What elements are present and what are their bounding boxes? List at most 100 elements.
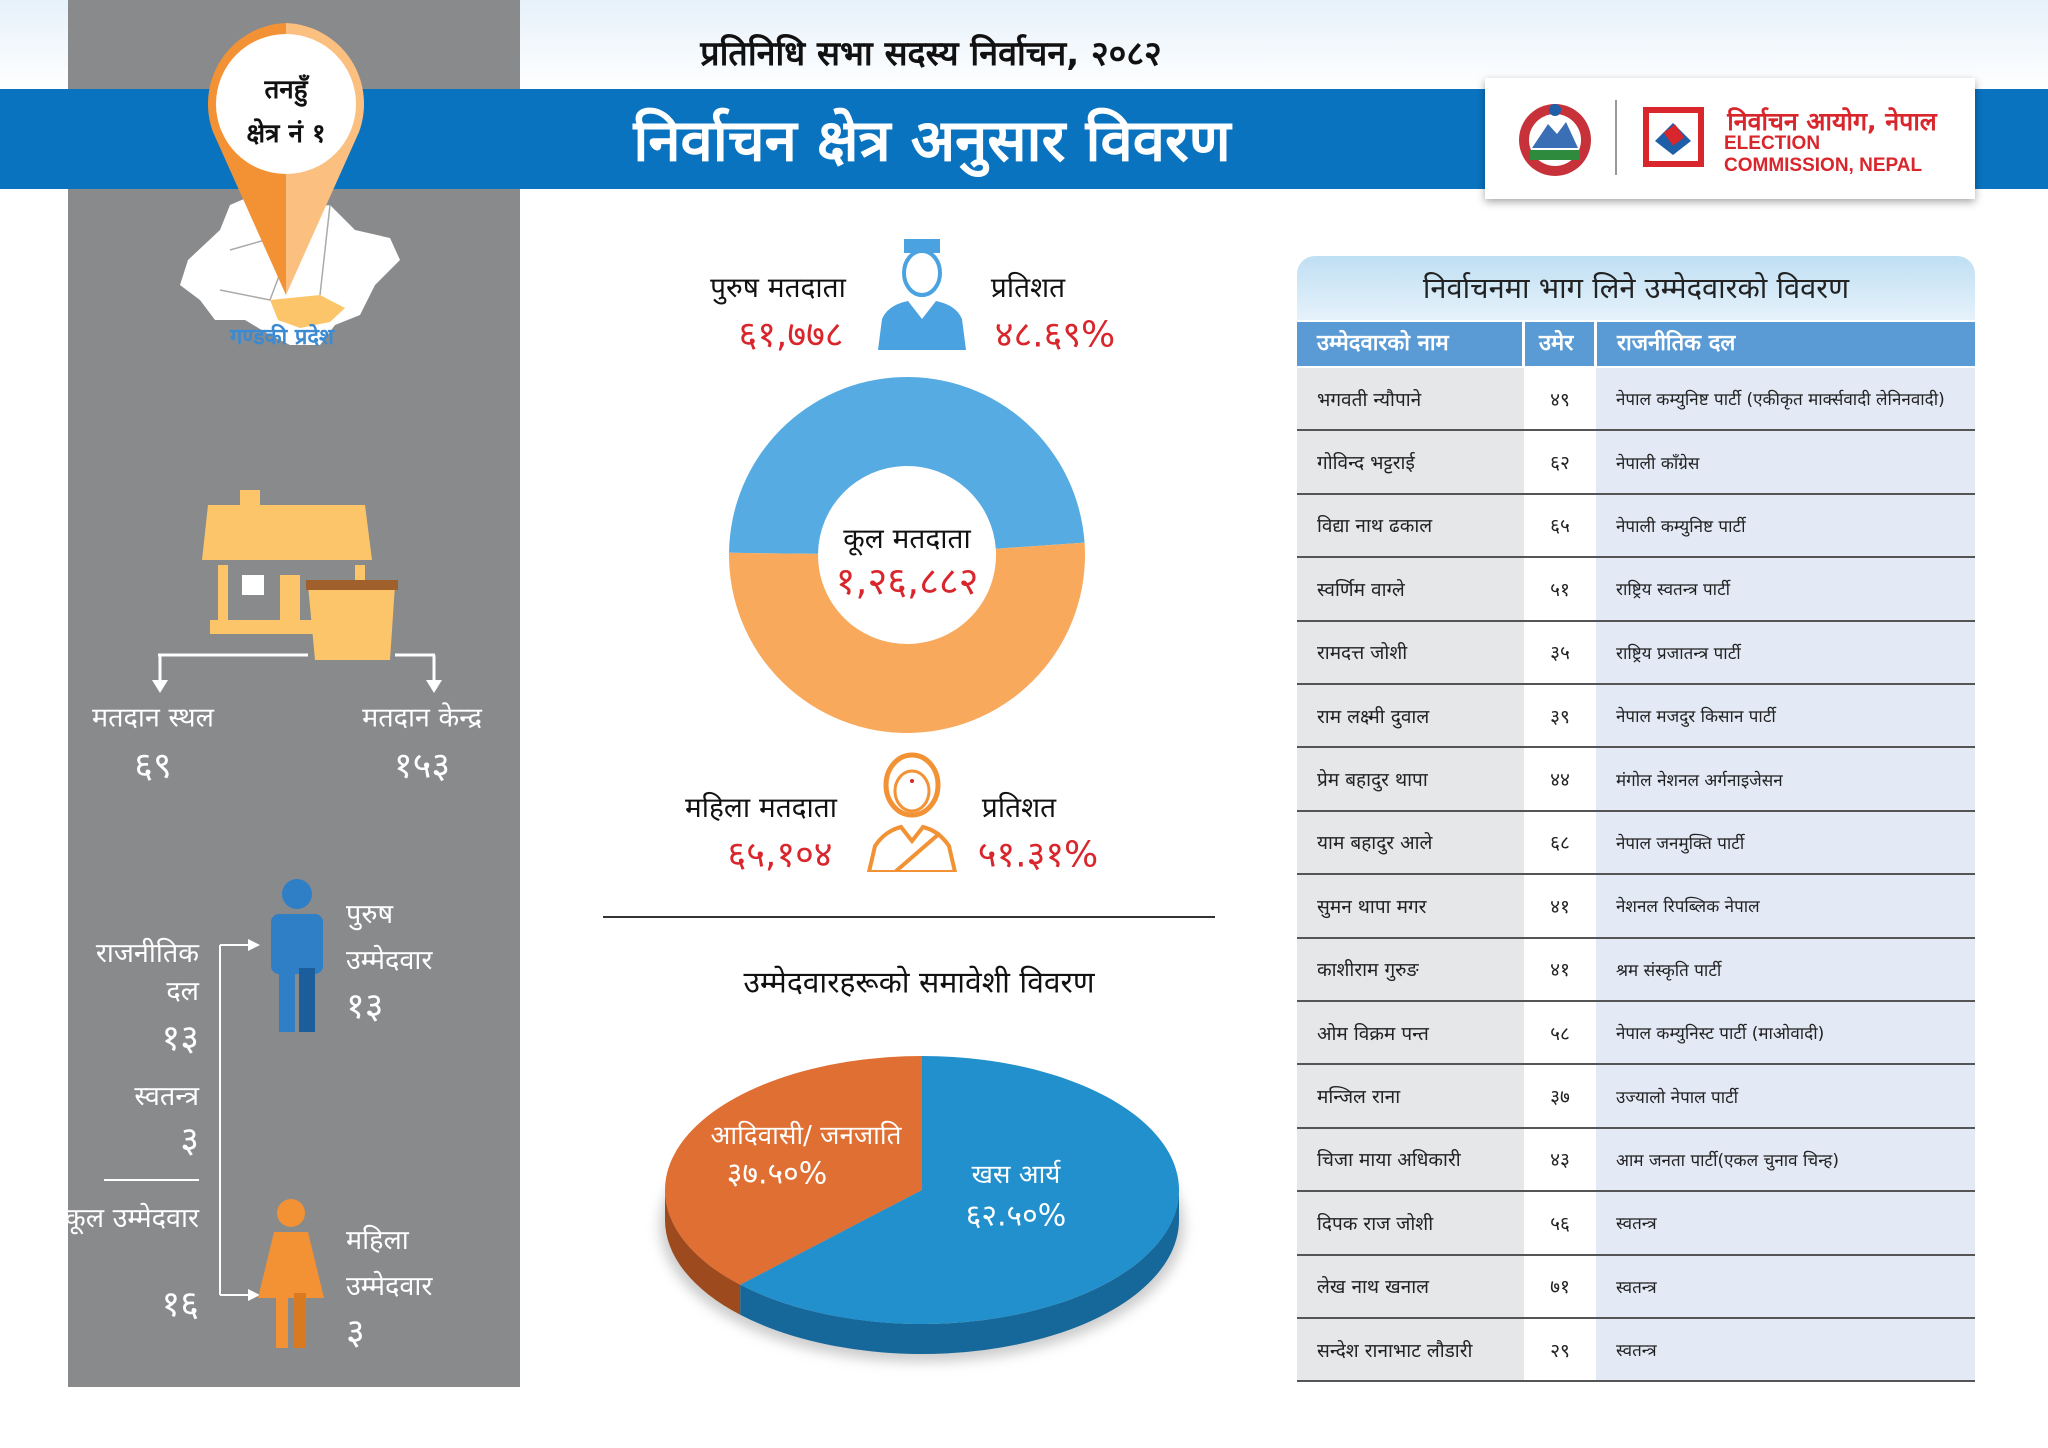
election-subtitle: प्रतिनिधि सभा सदस्य निर्वाचन, २०८२: [700, 34, 1162, 74]
candidate-name: चिजा माया अधिकारी: [1297, 1128, 1524, 1191]
candidate-name: राम लक्ष्मी दुवाल: [1297, 685, 1524, 747]
candidate-name: रामदत्त जोशी: [1297, 621, 1524, 683]
party-candidates-value: १३: [161, 1018, 199, 1059]
table-row: राम लक्ष्मी दुवाल ३९ नेपाल मजदुर किसान पार…: [1297, 685, 1975, 749]
table-row: गोविन्द भट्टराई ६२ नेपाली काँग्रेस: [1297, 431, 1975, 495]
candidate-age: ४१: [1524, 938, 1596, 1000]
candidate-party: नेपाली कम्युनिष्ट पार्टी: [1596, 494, 1975, 557]
male-voters-value: ६१,७७८: [738, 314, 844, 356]
candidate-age: ५६: [1524, 1192, 1596, 1254]
male-percent-label: प्रतिशत: [990, 271, 1066, 304]
candidate-name: प्रेम बहादुर थापा: [1297, 748, 1524, 810]
pie-side-0: [665, 1190, 741, 1315]
independent-label: स्वतन्त्र: [134, 1081, 199, 1112]
table-row: दिपक राज जोशी ५६ स्वतन्त्र: [1297, 1192, 1975, 1256]
candidate-name: सुमन थापा मगर: [1297, 875, 1524, 937]
candidate-age: २९: [1524, 1319, 1596, 1381]
candidate-age: ४४: [1524, 748, 1596, 810]
candidate-name: भगवती न्यौपाने: [1297, 368, 1524, 430]
table-row: रामदत्त जोशी ३५ राष्ट्रिय प्रजातन्त्र पार्…: [1297, 621, 1975, 685]
org-name-nepali: निर्वाचन आयोग, नेपाल: [1727, 107, 1937, 136]
male-voters-label: पुरुष मतदाता: [710, 271, 846, 304]
inclusion-3d-pie-chart: [660, 1056, 1184, 1362]
candidate-party: नेपाल मजदुर किसान पार्टी: [1596, 685, 1975, 747]
independent-value: ३: [180, 1120, 199, 1161]
pie-side-1: [740, 1190, 1179, 1354]
donut-slice-female: [729, 542, 1085, 733]
candidate-party: राष्ट्रिय प्रजातन्त्र पार्टी: [1596, 621, 1975, 683]
female-percent-value: ५१.३१%: [977, 834, 1099, 876]
province-label: गण्डकी प्रदेश: [229, 325, 335, 350]
female-candidates-value: ३: [346, 1312, 365, 1353]
org-name-english: ELECTION COMMISSION, NEPAL: [1724, 133, 1923, 176]
male-label-2: उम्मेदवार: [346, 945, 433, 976]
candidate-name: मन्जिल राना: [1297, 1065, 1524, 1127]
candidate-table-title: निर्वाचनमा भाग लिने उम्मेदवारको विवरण: [1297, 256, 1975, 320]
polling-centers-value: १५३: [393, 745, 451, 787]
table-row: लेख नाथ खनाल ७१ स्वतन्त्र: [1297, 1255, 1975, 1319]
election-commission-logo-icon: [1643, 107, 1704, 167]
candidate-age: ४१: [1524, 875, 1596, 937]
candidate-name: याम बहादुर आले: [1297, 811, 1524, 874]
candidate-age: ६८: [1524, 811, 1596, 874]
candidate-age: ५८: [1524, 1002, 1596, 1064]
total-candidates-value: १६: [161, 1284, 199, 1325]
table-row: मन्जिल राना ३७ उज्यालो नेपाल पार्टी: [1297, 1065, 1975, 1129]
female-candidate-icon: [258, 1199, 324, 1348]
female-percent-label: प्रतिशत: [981, 791, 1057, 824]
constituency-number: क्षेत्र नं १: [246, 119, 326, 149]
pie-slice-1: [740, 1056, 1179, 1324]
candidate-party: स्वतन्त्र: [1596, 1255, 1975, 1317]
candidate-party: स्वतन्त्र: [1596, 1319, 1975, 1381]
party-label: राजनीतिक दल: [95, 938, 199, 1007]
male-candidates-label: पुरुष उम्मेदवार १३: [346, 892, 432, 1030]
total-candidates-label: कूल उम्मेदवार: [64, 1203, 199, 1234]
column-header-party: राजनीतिक दल: [1597, 322, 1975, 366]
pie-label-adivasi: आदिवासी/ जनजाति: [710, 1121, 902, 1151]
inclusion-title: उम्मेदवारहरूको समावेशी विवरण: [743, 965, 1095, 1001]
candidate-party: नेपाल कम्युनिस्ट पार्टी (माओवादी): [1596, 1002, 1975, 1064]
nepal-emblem-icon: [1519, 104, 1591, 176]
district-name: तनहुँ: [264, 75, 308, 105]
candidate-party: स्वतन्त्र: [1596, 1192, 1975, 1254]
female-voters-label: महिला मतदाता: [684, 791, 838, 824]
candidate-age: ३९: [1524, 685, 1596, 747]
page-title: निर्वाचन क्षेत्र अनुसार विवरण: [633, 106, 1231, 175]
polling-centers-label: मतदान केन्द्र: [362, 702, 482, 734]
table-row: ओम विक्रम पन्त ५८ नेपाल कम्युनिस्ट पार्टी …: [1297, 1002, 1975, 1066]
pie-value-adivasi: ३७.५०%: [726, 1156, 828, 1192]
female-candidates-label: महिला उम्मेदवार ३: [346, 1218, 432, 1356]
candidate-age: ६५: [1524, 494, 1596, 557]
male-candidates-value: १३: [346, 986, 384, 1027]
voter-donut-chart: [729, 376, 1085, 733]
female-label-2: उम्मेदवार: [346, 1271, 433, 1302]
column-header-age: उमेर: [1525, 322, 1594, 366]
table-row: स्वर्णिम वाग्ले ५१ राष्ट्रिय स्वतन्त्र पार…: [1297, 558, 1975, 622]
table-row: याम बहादुर आले ६८ नेपाल जनमुक्ति पार्टी: [1297, 811, 1975, 876]
candidate-party: नेशनल रिपब्लिक नेपाल: [1596, 875, 1975, 937]
candidate-name: ओम विक्रम पन्त: [1297, 1002, 1524, 1064]
male-percent-value: ४८.६९%: [994, 314, 1116, 356]
table-row: सुमन थापा मगर ४१ नेशनल रिपब्लिक नेपाल: [1297, 875, 1975, 939]
total-voters-label: कूल मतदाता: [843, 522, 971, 555]
candidate-party: नेपाल जनमुक्ति पार्टी: [1596, 811, 1975, 874]
candidate-party: राष्ट्रिय स्वतन्त्र पार्टी: [1596, 558, 1975, 620]
candidate-age: ६२: [1524, 431, 1596, 493]
male-candidate-icon: [271, 879, 323, 1032]
candidate-age: ५१: [1524, 558, 1596, 620]
section-divider: [603, 916, 1215, 918]
candidate-party: आम जनता पार्टी(एकल चुनाव चिन्ह): [1596, 1128, 1975, 1191]
candidate-name: लेख नाथ खनाल: [1297, 1255, 1524, 1317]
polling-places-value: ६९: [134, 745, 172, 787]
candidate-age: ३७: [1524, 1065, 1596, 1127]
male-label-1: पुरुष: [346, 899, 394, 930]
polling-station-icon: [152, 490, 442, 693]
logo-divider: [1615, 100, 1617, 175]
candidate-age: ४९: [1524, 368, 1596, 430]
female-voter-icon: [866, 752, 958, 872]
pie-slice-0: [665, 1056, 922, 1285]
candidate-party: श्रम संस्कृति पार्टी: [1596, 938, 1975, 1000]
candidate-name: विद्या नाथ ढकाल: [1297, 494, 1524, 557]
table-row: प्रेम बहादुर थापा ४४ मंगोल नेशनल अर्गनाइजे…: [1297, 748, 1975, 812]
column-header-name: उम्मेदवारको नाम: [1297, 322, 1522, 366]
